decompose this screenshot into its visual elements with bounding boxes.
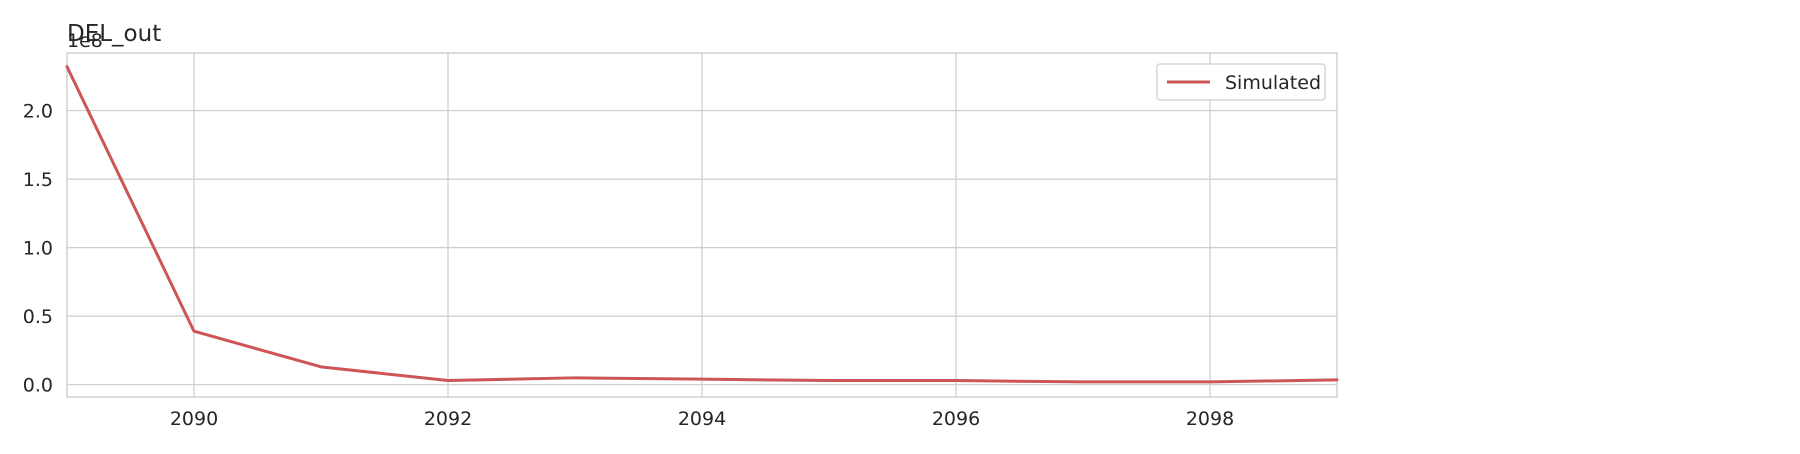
y-axis-offset-label: 1e8 xyxy=(67,30,103,52)
chart-title: DEL_out xyxy=(67,21,161,47)
series-line-simulated xyxy=(65,65,1339,384)
y-tick-label: 0.5 xyxy=(23,306,53,328)
y-tick-label: 2.0 xyxy=(23,101,53,123)
legend: Simulated xyxy=(1156,63,1326,101)
grid xyxy=(67,53,1337,397)
x-tick-label: 2096 xyxy=(932,408,980,430)
x-tick-label: 2098 xyxy=(1186,408,1234,430)
y-tick-label: 0.0 xyxy=(23,375,53,397)
series-layer xyxy=(65,65,1339,384)
x-tick-label: 2092 xyxy=(424,408,472,430)
legend-label-simulated: Simulated xyxy=(1225,72,1321,94)
x-tick-label: 2094 xyxy=(678,408,726,430)
x-tick-label: 2090 xyxy=(170,408,218,430)
y-tick-label: 1.0 xyxy=(23,238,53,260)
legend-box xyxy=(1156,63,1326,101)
y-tick-label: 1.5 xyxy=(23,169,53,191)
plot-area-frame xyxy=(66,52,1338,398)
tick-labels: 2090 2092 2094 2096 2098 0.0 0.5 1.0 1.5 2.0 xyxy=(23,101,1234,430)
